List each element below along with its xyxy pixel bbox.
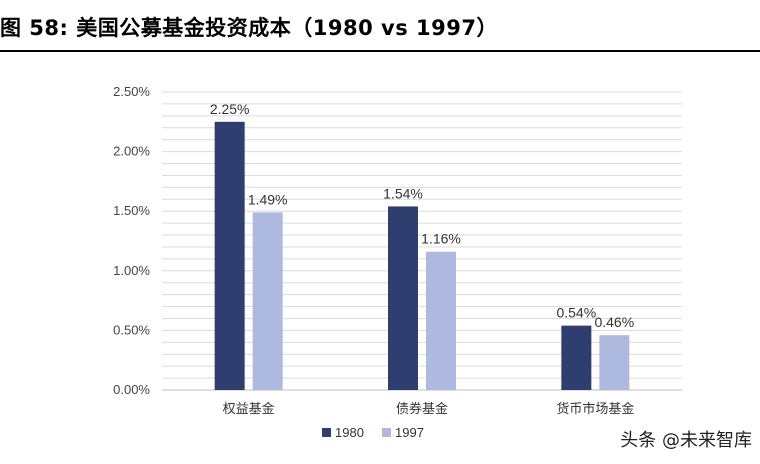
data-label: 0.46% (594, 314, 634, 330)
bar-1997 (252, 212, 283, 390)
figure-title: 图 58: 美国公募基金投资成本（1980 vs 1997） (0, 16, 498, 40)
legend-label: 1997 (395, 425, 424, 440)
y-tick-label: 1.00% (113, 263, 150, 278)
data-label: 1.16% (421, 231, 461, 247)
title-divider (0, 50, 760, 52)
bar-1980 (561, 325, 592, 390)
data-label: 2.25% (210, 101, 250, 117)
x-tick-label: 权益基金 (223, 401, 275, 417)
watermark-text: 头条 @未来智库 (620, 430, 752, 451)
bar-1997 (599, 335, 630, 390)
data-label: 0.54% (556, 305, 596, 321)
y-tick-label: 1.50% (113, 203, 150, 218)
y-tick-label: 0.50% (113, 322, 150, 337)
y-tick-label: 2.00% (113, 144, 150, 159)
x-tick-label: 债券基金 (396, 401, 448, 417)
bar-1980 (388, 206, 418, 390)
legend-swatch (382, 428, 391, 437)
y-tick-label: 0.00% (113, 382, 150, 397)
legend-label: 1980 (335, 425, 364, 440)
data-label: 1.54% (383, 185, 423, 201)
bar-1997 (426, 251, 456, 390)
y-tick-label: 2.50% (113, 84, 150, 99)
bar-1980 (214, 121, 245, 391)
x-tick-label: 货币市场基金 (556, 401, 634, 417)
legend-swatch (322, 428, 331, 437)
data-label: 1.49% (248, 191, 288, 207)
